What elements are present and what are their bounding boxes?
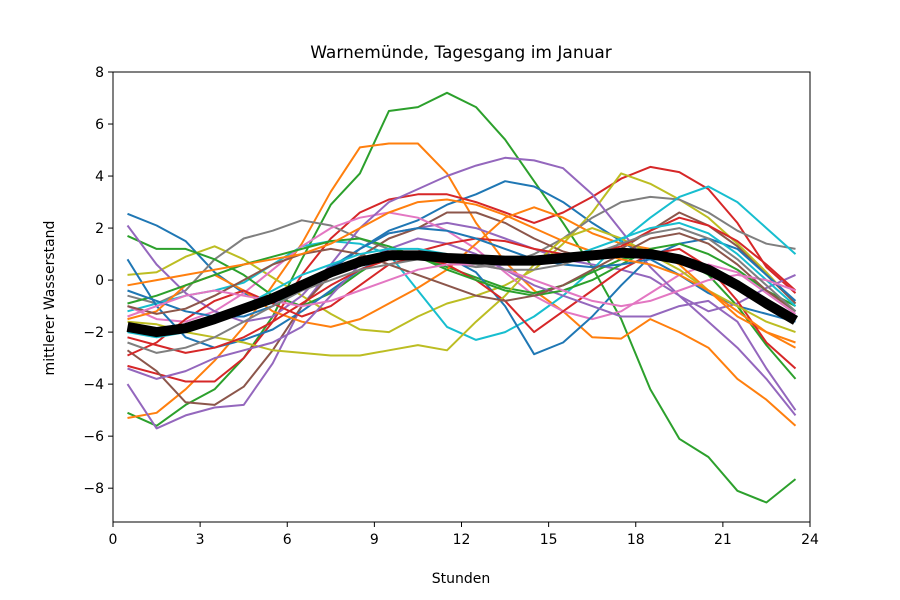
mean-line	[126, 247, 799, 338]
series-line-16	[127, 227, 796, 357]
series-line-21	[127, 232, 797, 315]
y-axis-title: mittlerer Wasserstand	[42, 221, 58, 376]
x-axis: 0 3 6 9 12 15 18 21 24	[109, 522, 819, 548]
series-line-5	[127, 165, 797, 383]
x-tick-label: 6	[283, 532, 292, 548]
y-axis: −8 −6 −4 −2 0 2 4 6 8	[83, 65, 113, 497]
series-line-9	[126, 211, 797, 406]
series-line-1	[127, 91, 797, 504]
series-line-19	[127, 216, 797, 354]
series-line-24	[127, 263, 796, 318]
x-axis-title: Stunden	[432, 571, 491, 587]
y-tick-label: −4	[83, 377, 104, 393]
mean-layer	[126, 247, 799, 338]
x-tick-label: 3	[196, 532, 205, 548]
series-line-15	[127, 247, 797, 370]
series-line-22	[127, 198, 796, 349]
y-tick-label: −8	[83, 481, 104, 497]
y-tick-label: 2	[95, 221, 104, 237]
series-line-17	[127, 237, 797, 411]
series-line-13	[126, 156, 796, 323]
x-tick-label: 18	[627, 532, 645, 548]
x-tick-label: 12	[453, 532, 471, 548]
y-tick-label: −2	[83, 325, 104, 341]
x-tick-label: 15	[540, 532, 558, 548]
series-line-8	[127, 185, 797, 341]
chart-title: Warnemünde, Tagesgang im Januar	[310, 43, 612, 63]
x-tick-label: 21	[714, 532, 732, 548]
x-tick-label: 9	[370, 532, 379, 548]
y-tick-label: −6	[83, 429, 104, 445]
series-line-4	[126, 221, 797, 430]
y-tick-label: 0	[95, 273, 104, 289]
y-tick-label: 6	[95, 117, 104, 133]
x-tick-label: 24	[801, 532, 819, 548]
y-tick-label: 4	[95, 169, 104, 185]
x-tick-label: 0	[109, 532, 118, 548]
y-tick-label: 8	[95, 65, 104, 81]
